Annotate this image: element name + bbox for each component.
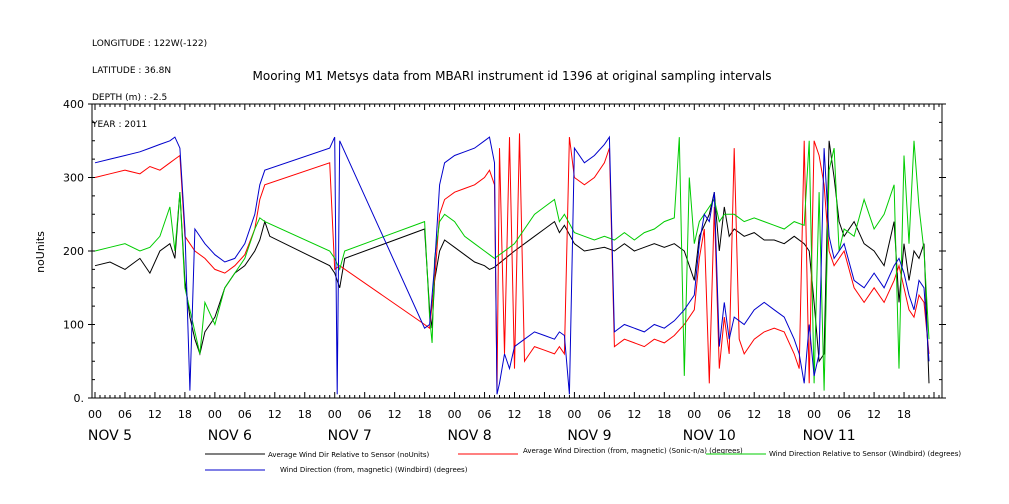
- x-tick-label: 00: [448, 408, 462, 421]
- chart-title: Mooring M1 Metsys data from MBARI instru…: [253, 69, 772, 83]
- x-tick-label: 06: [837, 408, 851, 421]
- x-tick-label: 18: [657, 408, 671, 421]
- legend: Average Wind Dir Relative to Sensor (noU…: [205, 447, 961, 474]
- x-tick-label: 18: [537, 408, 551, 421]
- metadata-depth: DEPTH (m) : -2.5: [92, 93, 168, 103]
- x-tick-label: 00: [687, 408, 701, 421]
- x-tick-label: 12: [508, 408, 522, 421]
- x-day-label: NOV 11: [803, 428, 856, 444]
- x-tick-label: 06: [238, 408, 252, 421]
- legend-label-4: Wind Direction (from, magnetic) (Windbir…: [280, 466, 468, 474]
- x-tick-label: 06: [597, 408, 611, 421]
- x-tick-label: 18: [418, 408, 432, 421]
- x-tick-label: 18: [897, 408, 911, 421]
- x-tick-label: 06: [478, 408, 492, 421]
- x-tick-label: 12: [388, 408, 402, 421]
- x-tick-label: 12: [627, 408, 641, 421]
- y-tick-label: 100: [63, 319, 84, 332]
- y-tick-label: 400: [63, 98, 84, 111]
- y-tick-label: 0.: [74, 392, 85, 405]
- legend-label-3: Wind Direction Relative to Sensor (Windb…: [769, 450, 961, 458]
- x-day-label: NOV 9: [567, 428, 611, 444]
- x-tick-label: 00: [328, 408, 342, 421]
- x-tick-label: 00: [208, 408, 222, 421]
- series-layer: [94, 133, 930, 395]
- x-tick-label: 06: [717, 408, 731, 421]
- series-line-2: [94, 133, 930, 391]
- ticks-layer: 0. 100 200 300 400 00 06 12 18 00 06 12 18 00 06 12 18 00…: [63, 98, 946, 444]
- x-day-label: NOV 7: [328, 428, 372, 444]
- y-tick-label: 300: [63, 172, 84, 185]
- y-axis-label: noUnits: [34, 231, 47, 273]
- x-tick-label: 12: [867, 408, 881, 421]
- metadata-block: LONGITUDE : 122W(-122) LATITUDE : 36.8N …: [92, 22, 207, 139]
- metadata-longitude: LONGITUDE : 122W(-122): [92, 39, 208, 49]
- x-day-label: NOV 6: [208, 428, 252, 444]
- x-tick-label: 18: [298, 408, 312, 421]
- metadata-latitude: LATITUDE : 36.8N: [92, 66, 172, 76]
- x-tick-label: 00: [807, 408, 821, 421]
- x-day-label: NOV 10: [683, 428, 736, 444]
- legend-label-1: Average Wind Dir Relative to Sensor (noU…: [268, 451, 429, 459]
- series-line-3: [94, 137, 930, 391]
- x-tick-label: 18: [178, 408, 192, 421]
- x-tick-label: 18: [777, 408, 791, 421]
- x-day-label: NOV 8: [447, 428, 491, 444]
- x-tick-label: 00: [88, 408, 102, 421]
- x-tick-label: 00: [567, 408, 581, 421]
- x-tick-label: 12: [268, 408, 282, 421]
- x-tick-label: 12: [747, 408, 761, 421]
- metadata-year: YEAR : 2011: [92, 120, 148, 130]
- legend-label-2: Average Wind Direction (from, magnetic) …: [523, 447, 743, 455]
- x-tick-label: 06: [358, 408, 372, 421]
- y-tick-label: 200: [63, 245, 84, 258]
- x-day-label: NOV 5: [88, 428, 132, 444]
- x-tick-label: 12: [148, 408, 162, 421]
- series-line-4: [94, 135, 930, 395]
- x-tick-label: 06: [118, 408, 132, 421]
